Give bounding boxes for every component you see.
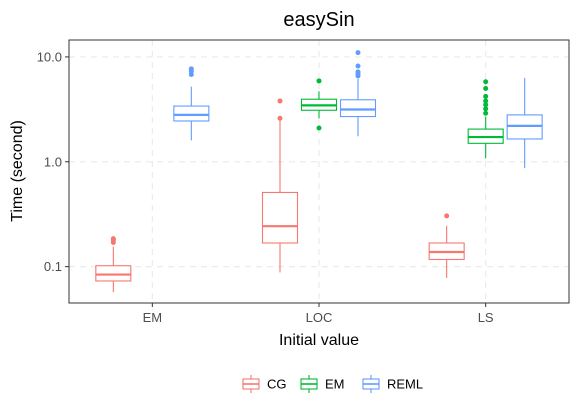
outlier-point (483, 106, 489, 112)
outlier-point (483, 110, 489, 116)
legend-item-em: EM (300, 375, 345, 393)
legend-item-reml: REML (362, 375, 423, 393)
outlier-point (277, 115, 283, 121)
y-tick-label: 0.1 (44, 259, 62, 274)
legend: CG EM REML (242, 375, 423, 393)
x-axis: EM LOC LS (143, 303, 494, 325)
legend-item-cg: CG (242, 375, 287, 393)
box-em-ls (467, 79, 504, 159)
outlier-point (316, 125, 322, 131)
box-reml-ls (506, 77, 543, 169)
box-reml-loc (339, 50, 377, 137)
outlier-point (444, 213, 450, 219)
outlier-point (188, 66, 194, 72)
boxes (95, 50, 543, 293)
outlier-point (483, 93, 489, 99)
outlier-point (110, 236, 116, 242)
box-body (95, 265, 132, 282)
y-axis: 10.0 1.0 0.1 (37, 49, 69, 274)
outlier-point (355, 50, 361, 56)
y-tick-label: 10.0 (37, 49, 62, 64)
outlier-point (277, 98, 283, 104)
box-cg-em (95, 236, 132, 293)
y-axis-title: Time (second) (9, 120, 26, 222)
box-body (173, 105, 210, 122)
outlier-point (483, 79, 489, 85)
outlier-point (483, 102, 489, 108)
outlier-point (316, 78, 322, 84)
outlier-point (483, 85, 489, 91)
x-tick-label: LS (478, 310, 494, 325)
box-body (339, 99, 377, 118)
x-tick-label: EM (143, 310, 163, 325)
box-cg-ls (428, 213, 465, 278)
x-axis-title: Initial value (279, 332, 359, 349)
legend-label: REML (387, 377, 423, 392)
box-cg-loc (261, 98, 299, 273)
x-tick-label: LOC (306, 310, 333, 325)
box-body (261, 191, 299, 244)
chart-title: easySin (283, 9, 354, 31)
box-em-loc (300, 78, 338, 131)
box-reml-em (173, 66, 210, 141)
y-tick-label: 1.0 (44, 154, 62, 169)
legend-label: EM (325, 377, 345, 392)
legend-label: CG (267, 377, 287, 392)
outlier-point (355, 63, 361, 69)
outlier-point (483, 98, 489, 104)
outlier-point (355, 69, 361, 75)
